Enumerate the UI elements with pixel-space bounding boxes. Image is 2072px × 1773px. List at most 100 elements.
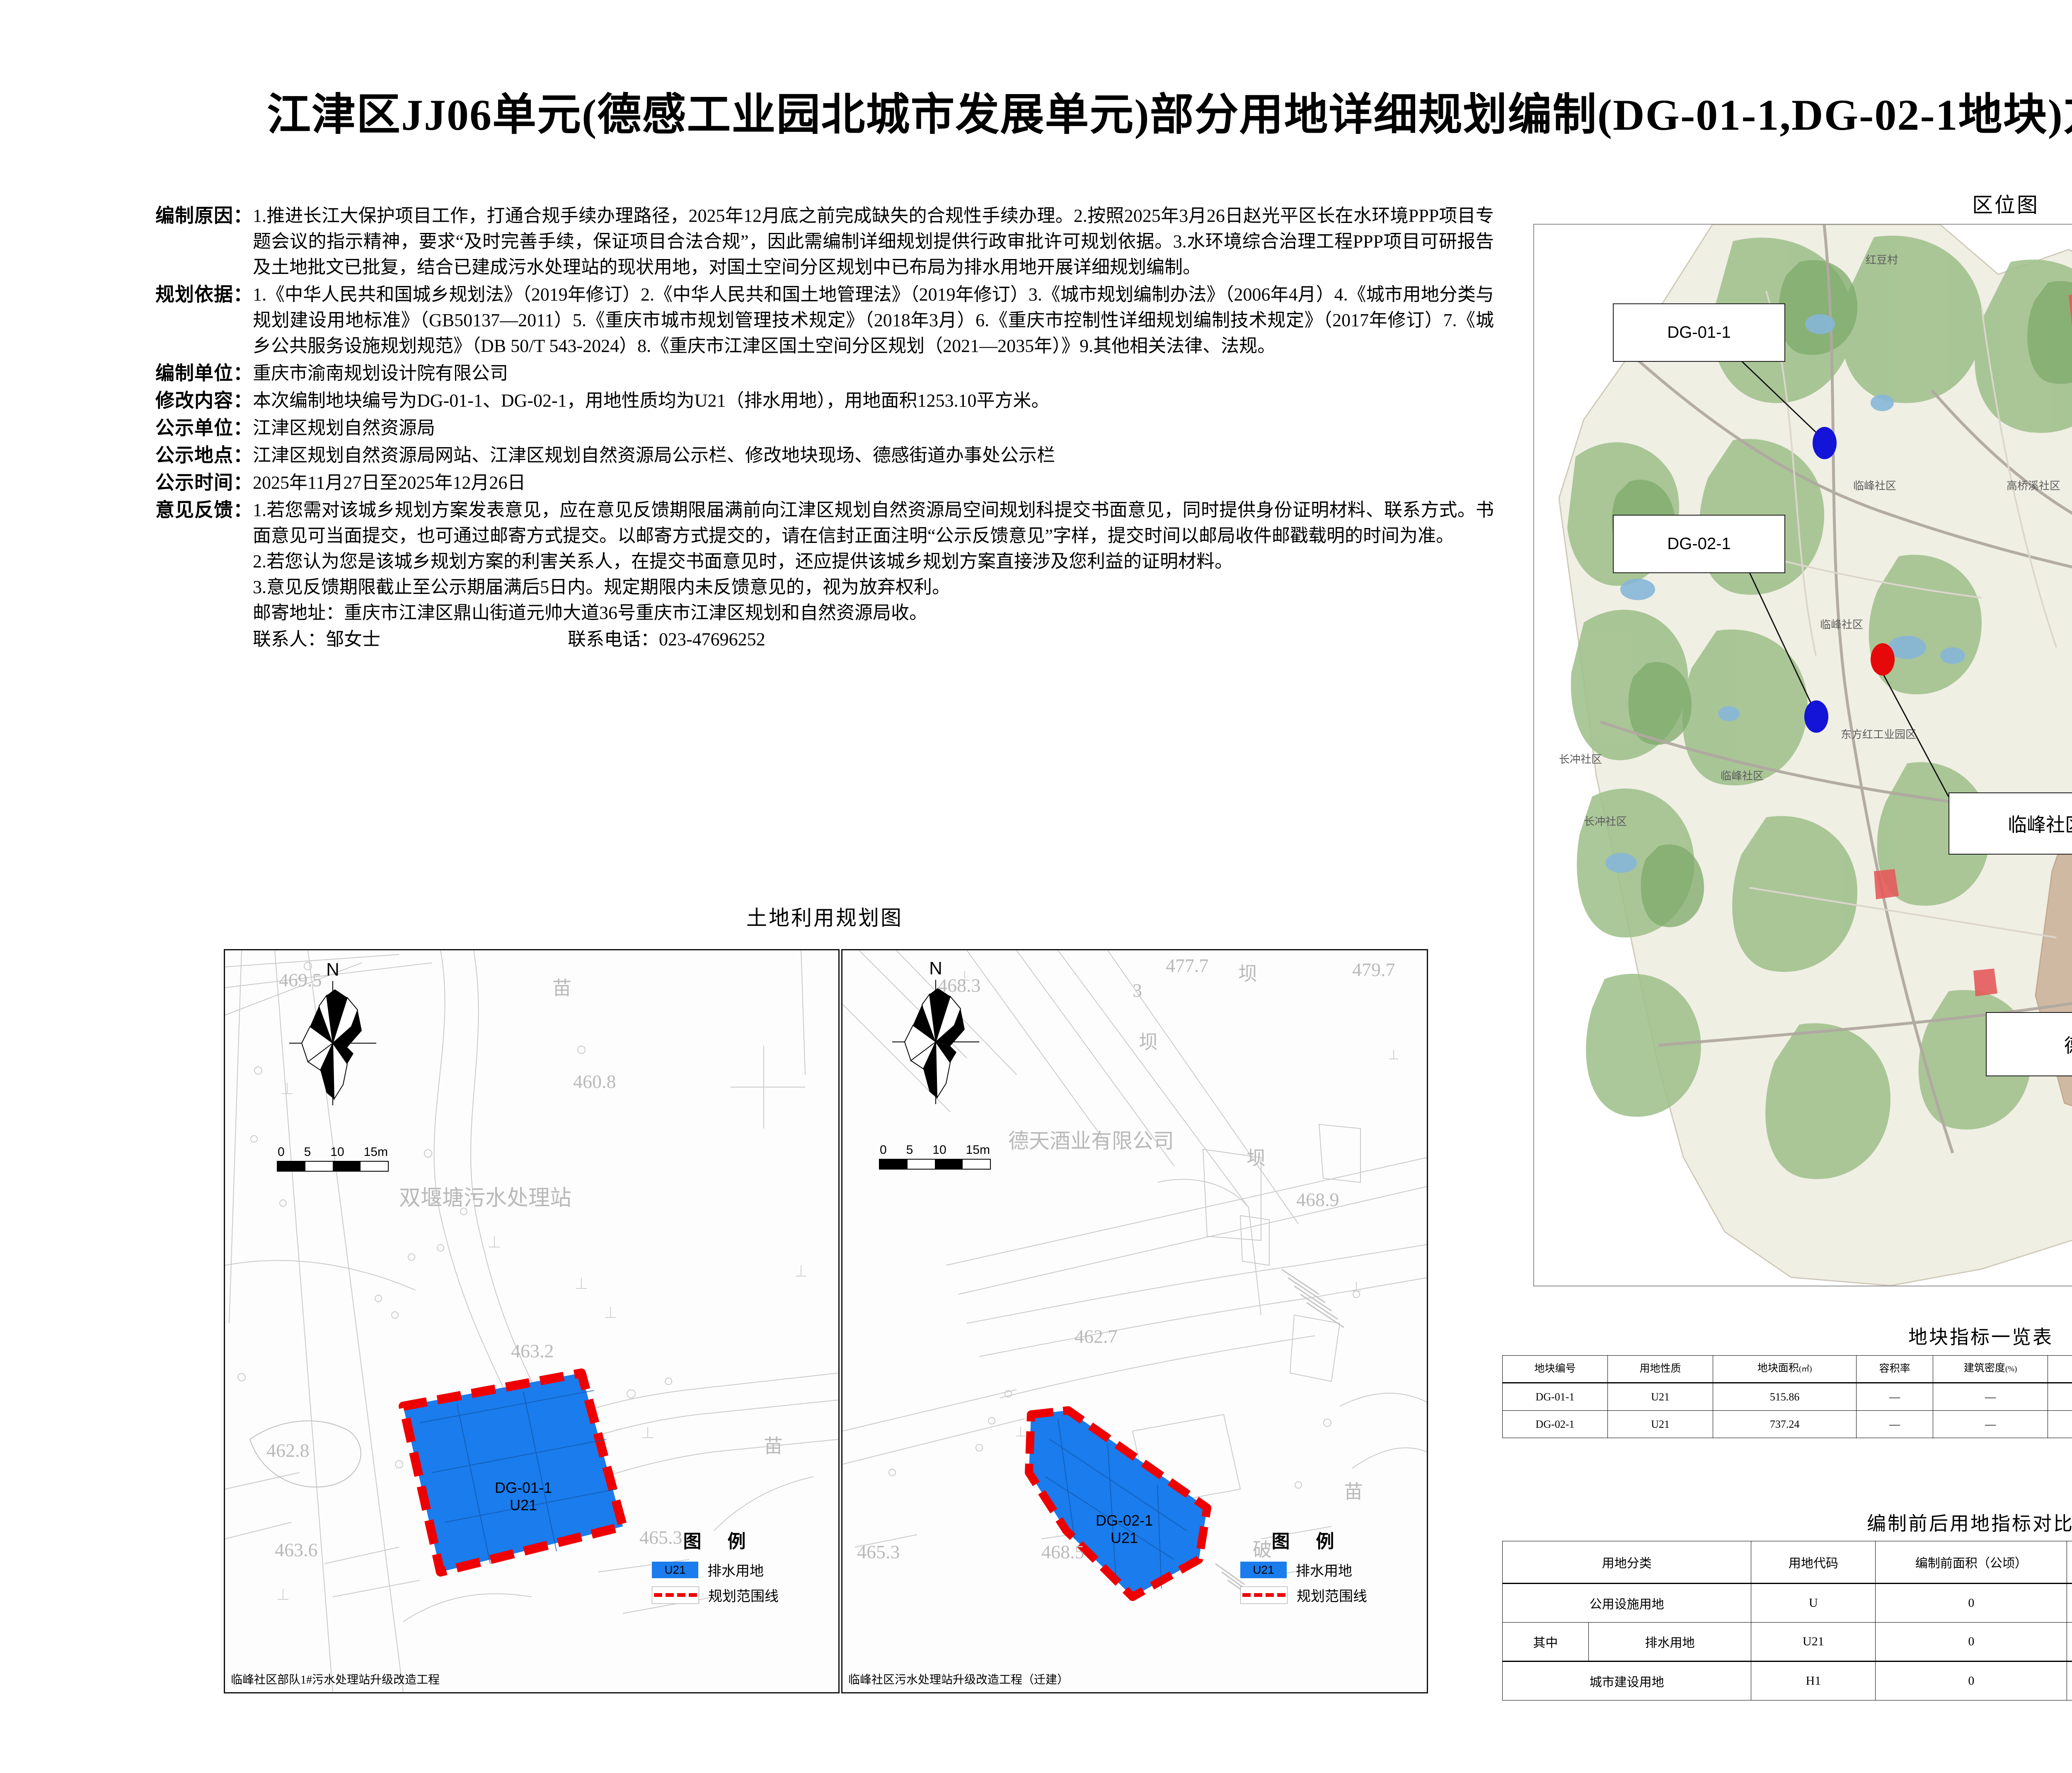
meta-label: 意见反馈 [106,497,253,523]
page-title: 江津区JJ06单元(德感工业园北城市发展单元)部分用地详细规划编制(DG-01-… [267,91,2072,139]
area-label: 东方红工业园区 [1841,729,1917,741]
scale-tick: 10 [932,1143,946,1157]
cell-before: 0 [1875,1583,2067,1623]
place-marker-linfeng[interactable] [1871,643,1895,676]
meta-value: 1.若您需对该城乡规划方案发表意见，应在意见反馈期限届满前向江津区规划自然资源局… [253,497,1494,652]
th-land-use: 用地性质 [1607,1355,1713,1383]
cell-green-ratio: — [2048,1410,2072,1438]
cell-category: 城市建设用地 [1502,1661,1752,1700]
scale-bar: 0 5 10 15m [879,1143,991,1170]
cell-density: — [1933,1383,2048,1411]
callout-degan-subdistrict-office[interactable]: 德感街道办事处 [1986,1012,2072,1076]
scale-bar: 0 5 10 15m [277,1145,389,1172]
compass-rose-icon: N [285,959,380,1111]
table-row: DG-02-1 U21 737.24 — — — — 污水处理站 — [1502,1410,2072,1438]
elevation-label: 460.8 [573,1071,616,1092]
location-map-caption: 区位图 [1972,194,2039,217]
meta-label: 规划依据 [106,282,253,308]
metadata-block: 编制原因 1.推进长江大保护项目工作，打通合规手续办理路径，2025年12月底之… [106,203,1494,654]
meta-row-basis: 规划依据 1.《中华人民共和国城乡规划法》（2019年修订）2.《中华人民共和国… [106,282,1494,359]
compare-table-caption: 编制前后用地指标对比表 [1867,1513,2072,1534]
table-row: 城市建设用地 H1 0 1253.1 +1253.1 [1502,1661,2072,1700]
map-annotation: 苗 [552,978,571,999]
cell-land-use: U21 [1607,1410,1713,1438]
area-label: 长冲社区 [1559,753,1602,765]
scale-tick: 5 [906,1143,913,1157]
plot-marker-dg-02-1[interactable] [1804,700,1828,733]
map-legend: 图 例 U21 排水用地 规划范围线 [652,1526,779,1610]
cell-category: 排水用地 [1588,1622,1752,1662]
area-label: 临峰社区 [1853,480,1897,492]
cell-before: 0 [1875,1661,2067,1700]
elevation-label: 462.7 [1075,1326,1118,1347]
meta-row-feedback: 意见反馈 1.若您需对该城乡规划方案发表意见，应在意见反馈期限届满前向江津区规划… [106,497,1494,652]
map-annotation: 坝 [1247,1148,1266,1169]
meta-row-publisher: 公示单位 江津区规划自然资源局 [106,415,1494,441]
meta-value: 江津区规划自然资源局网站、江津区规划自然资源局公示栏、修改地块现场、德感街道办事… [253,445,1055,465]
legend-swatch-boundary-line [652,1586,699,1604]
meta-row-venue: 公示地点 江津区规划自然资源局网站、江津区规划自然资源局公示栏、修改地块现场、德… [106,443,1494,468]
scale-tick: 15m [966,1143,990,1157]
elevation-label: 477.7 [1166,955,1209,976]
cell-plot-code: DG-02-1 [1502,1410,1608,1438]
cell-far: — [1856,1383,1934,1411]
landuse-map-caption: 土地利用规划图 [746,906,903,930]
scale-tick: 0 [880,1143,887,1157]
cell-code: U [1751,1583,1876,1623]
legend-title: 图 例 [683,1531,757,1552]
cell-density: — [1933,1410,2048,1438]
landuse-map-panel-left: DG-01-1 U21 N 0 [224,949,840,1693]
meta-value: 1.《中华人民共和国城乡规划法》（2019年修订）2.《中华人民共和国土地管理法… [253,284,1494,356]
meta-value: 1.推进长江大保护项目工作，打通合规手续办理路径，2025年12月底之前完成缺失… [253,206,1494,277]
table-header-row: 用地分类 用地代码 编制前面积（公顷） 编制后面积（公顷） 变化情况（公顷） [1502,1541,2072,1584]
legend-title: 图 例 [1271,1531,1345,1552]
th-area-before: 编制前面积（公顷） [1875,1541,2067,1584]
table-header-row: 地块编号 用地性质 地块面积(㎡) 容积率 建筑密度(%) 绿地率(%) 建筑限… [1502,1355,2072,1383]
meta-label: 编制原因 [106,203,253,229]
callout-linfeng-community[interactable]: 临峰社区 [1949,792,2072,855]
parcel-label-dg-01-1: DG-01-1 U21 [457,1479,590,1514]
map-annotation: 破 [1253,1539,1272,1560]
scale-tick: 5 [304,1145,311,1159]
feedback-paragraph-2: 2.若您认为您是该城乡规划方案的利害关系人，在提交书面意见时，还应提供该城乡规划… [253,551,1233,572]
cell-code: U21 [1751,1622,1876,1662]
table-row: 公用设施用地 U 0 1253.1 +1253.1 [1502,1583,2072,1623]
parcel-code: DG-01-1 [494,1479,552,1496]
elevation-label: 462.8 [266,1440,310,1461]
meta-label: 修改内容 [106,388,253,414]
area-label: 高桥溪社区 [2007,480,2061,492]
elevation-label: 463.2 [511,1340,554,1361]
legend-label: 排水用地 [707,1564,764,1579]
cell-before: 0 [1875,1622,2067,1662]
legend-label: 规划范围线 [1297,1589,1367,1604]
plot-indicators-table: 地块编号 用地性质 地块面积(㎡) 容积率 建筑密度(%) 绿地率(%) 建筑限… [1502,1355,2072,1438]
callout-dg-01-1[interactable]: DG-01-1 [1613,303,1785,362]
company-name-label: 德天酒业有限公司 [1008,1129,1174,1153]
location-map-panel: 红豆村 高桥溪社区 高桥溪社区 高桥溪社区 高桥溪社区 临峰社区 临峰社区 临峰… [1533,224,2072,1286]
north-letter: N [929,958,942,979]
map-annotation: 坝 [1238,963,1257,984]
feedback-paragraph-3: 3.意见反馈期限截止至公示期届满后5日内。规定期限内未反馈意见的，视为放弃权利。 [253,577,950,597]
legend-row-u21: U21 排水用地 [1240,1560,1367,1580]
cell-code: H1 [1751,1661,1876,1700]
feedback-mailing-address: 邮寄地址：重庆市江津区鼎山街道元帅大道36号重庆市江津区规划和自然资源局收。 [253,603,927,623]
th-unit: (㎡) [1798,1365,1812,1373]
meta-row-author: 编制单位 重庆市渝南规划设计院有限公司 [106,361,1494,386]
contact-line: 联系人：邹女士 联系电话：023-47696252 [253,627,1494,652]
area-label: 长冲社区 [1584,816,1627,828]
legend-label: 规划范围线 [708,1589,779,1604]
meta-row-changes: 修改内容 本次编制地块编号为DG-01-1、DG-02-1，用地性质均为U21（… [106,388,1494,414]
map-annotation: 苗 [1344,1481,1363,1502]
indicators-table-caption: 地块指标一览表 [1908,1327,2053,1348]
map-annotation: 苗 [764,1436,783,1457]
callout-dg-02-1[interactable]: DG-02-1 [1613,515,1785,573]
north-letter: N [326,959,339,980]
elevation-label: 465.3 [639,1527,683,1548]
scale-tick: 0 [278,1145,285,1159]
meta-value: 重庆市渝南规划设计院有限公司 [253,363,508,383]
elevation-label: 465.3 [857,1541,900,1562]
plot-marker-dg-01-1[interactable] [1813,427,1837,459]
cell-after: 1253.1 [2067,1583,2072,1623]
cell-after: 1253.1 [2067,1661,2072,1700]
map-legend: 图 例 U21 排水用地 规划范围线 [1240,1526,1367,1610]
